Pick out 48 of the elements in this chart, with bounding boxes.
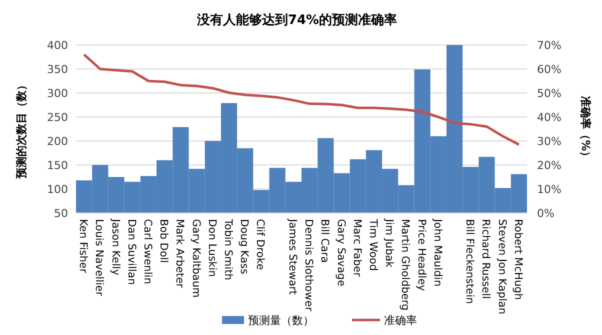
y-tick-label: 350 <box>47 62 68 76</box>
y-tick-label: 300 <box>47 86 68 100</box>
x-tick-label: Gary Savage <box>334 219 347 286</box>
x-tick-label: Mark Arbeter <box>174 219 186 288</box>
legend-label: 准确率 <box>384 314 417 327</box>
x-tick-label: Bill Fleckenstein <box>464 219 476 304</box>
y2-tick-label: 40% <box>537 110 562 124</box>
y2-tick-label: 0% <box>537 206 554 220</box>
x-tick-label: Don Luskin <box>206 219 218 277</box>
chart-title: 没有人能够达到74%的预测准确率 <box>196 12 398 28</box>
y2-tick-label: 20% <box>537 158 562 172</box>
x-tick-label: John Mauldin <box>431 218 444 286</box>
x-tick-label: Jason Kelly <box>109 218 122 276</box>
x-tick-label: Bill Cara <box>318 219 331 263</box>
x-tick-label: Carl Swenlin <box>141 219 154 284</box>
legend-label: 预测量（数） <box>248 314 314 327</box>
y2-tick-label: 60% <box>537 62 562 76</box>
line-series <box>82 53 520 146</box>
x-tick-label: Bob Doll <box>158 219 170 263</box>
x-tick-label: Dennis Slothower <box>302 219 315 312</box>
y2-tick-label: 30% <box>537 134 562 148</box>
x-tick-label: Richard Russell <box>480 219 492 299</box>
x-tick-label: Dan Suvillan <box>125 219 138 285</box>
x-tick-label: Tim Wood <box>366 218 379 271</box>
y-tick-label: 150 <box>47 158 68 172</box>
x-tick-label: James Stewart <box>286 218 298 295</box>
x-tick-label: Clif Droke <box>254 219 266 270</box>
y-tick-label: 250 <box>47 110 68 124</box>
y2-tick-label: 10% <box>537 182 562 196</box>
x-tick-label: Jim Jubak <box>383 218 396 268</box>
x-tick-label: Doug Kass <box>238 219 250 274</box>
y-tick-label: 200 <box>47 134 68 148</box>
y-tick-label: 50 <box>54 206 68 220</box>
x-tick-label: Gary Kaltbaum <box>190 219 202 298</box>
x-tick-label: Ken Fisher <box>77 219 90 274</box>
y2-tick-label: 70% <box>537 38 562 52</box>
x-tick-label: Marc Faber <box>350 219 363 278</box>
y-tick-label: 400 <box>47 38 68 52</box>
y2-axis-title: 准确率（%） <box>579 96 592 162</box>
x-tick-label: Robert McHugh <box>512 219 524 300</box>
x-tick-label: Steven Jon Kaplan <box>496 219 508 314</box>
x-tick-label: Louis Navellier <box>93 219 106 297</box>
y2-tick-label: 50% <box>537 86 562 100</box>
x-tick-label: Price Headley <box>415 219 428 291</box>
x-tick-label: Martin Gholdberg <box>399 219 412 311</box>
y-axis-title: 预测的次数目（数） <box>15 80 28 180</box>
x-tick-label: Tobin Smith <box>222 218 234 280</box>
y-tick-label: 100 <box>47 182 68 196</box>
